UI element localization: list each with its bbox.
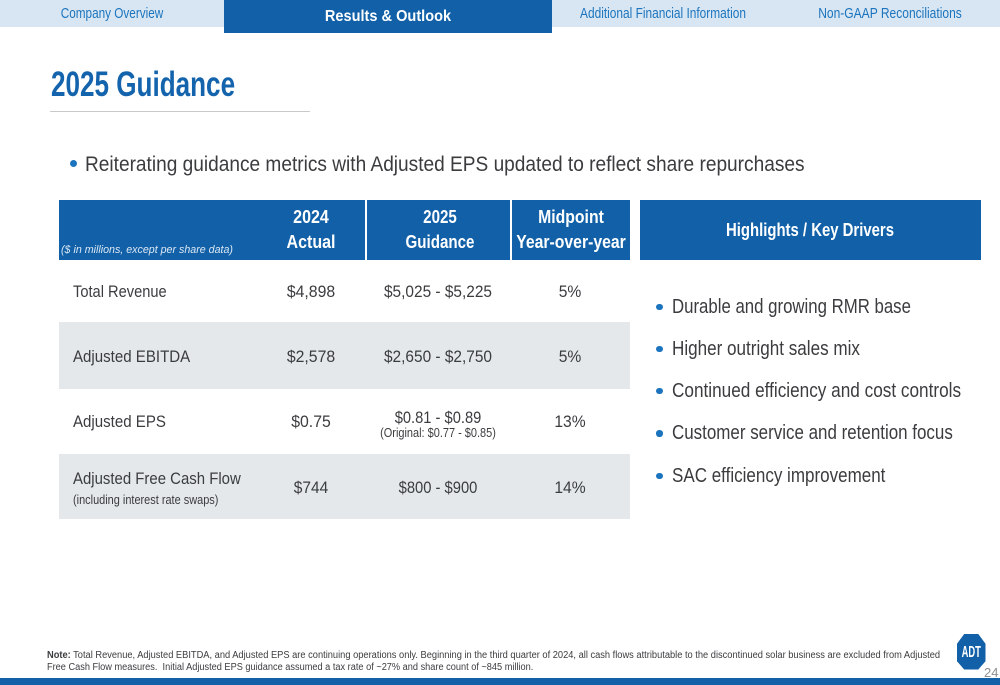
svg-text:ADT: ADT <box>962 644 981 661</box>
